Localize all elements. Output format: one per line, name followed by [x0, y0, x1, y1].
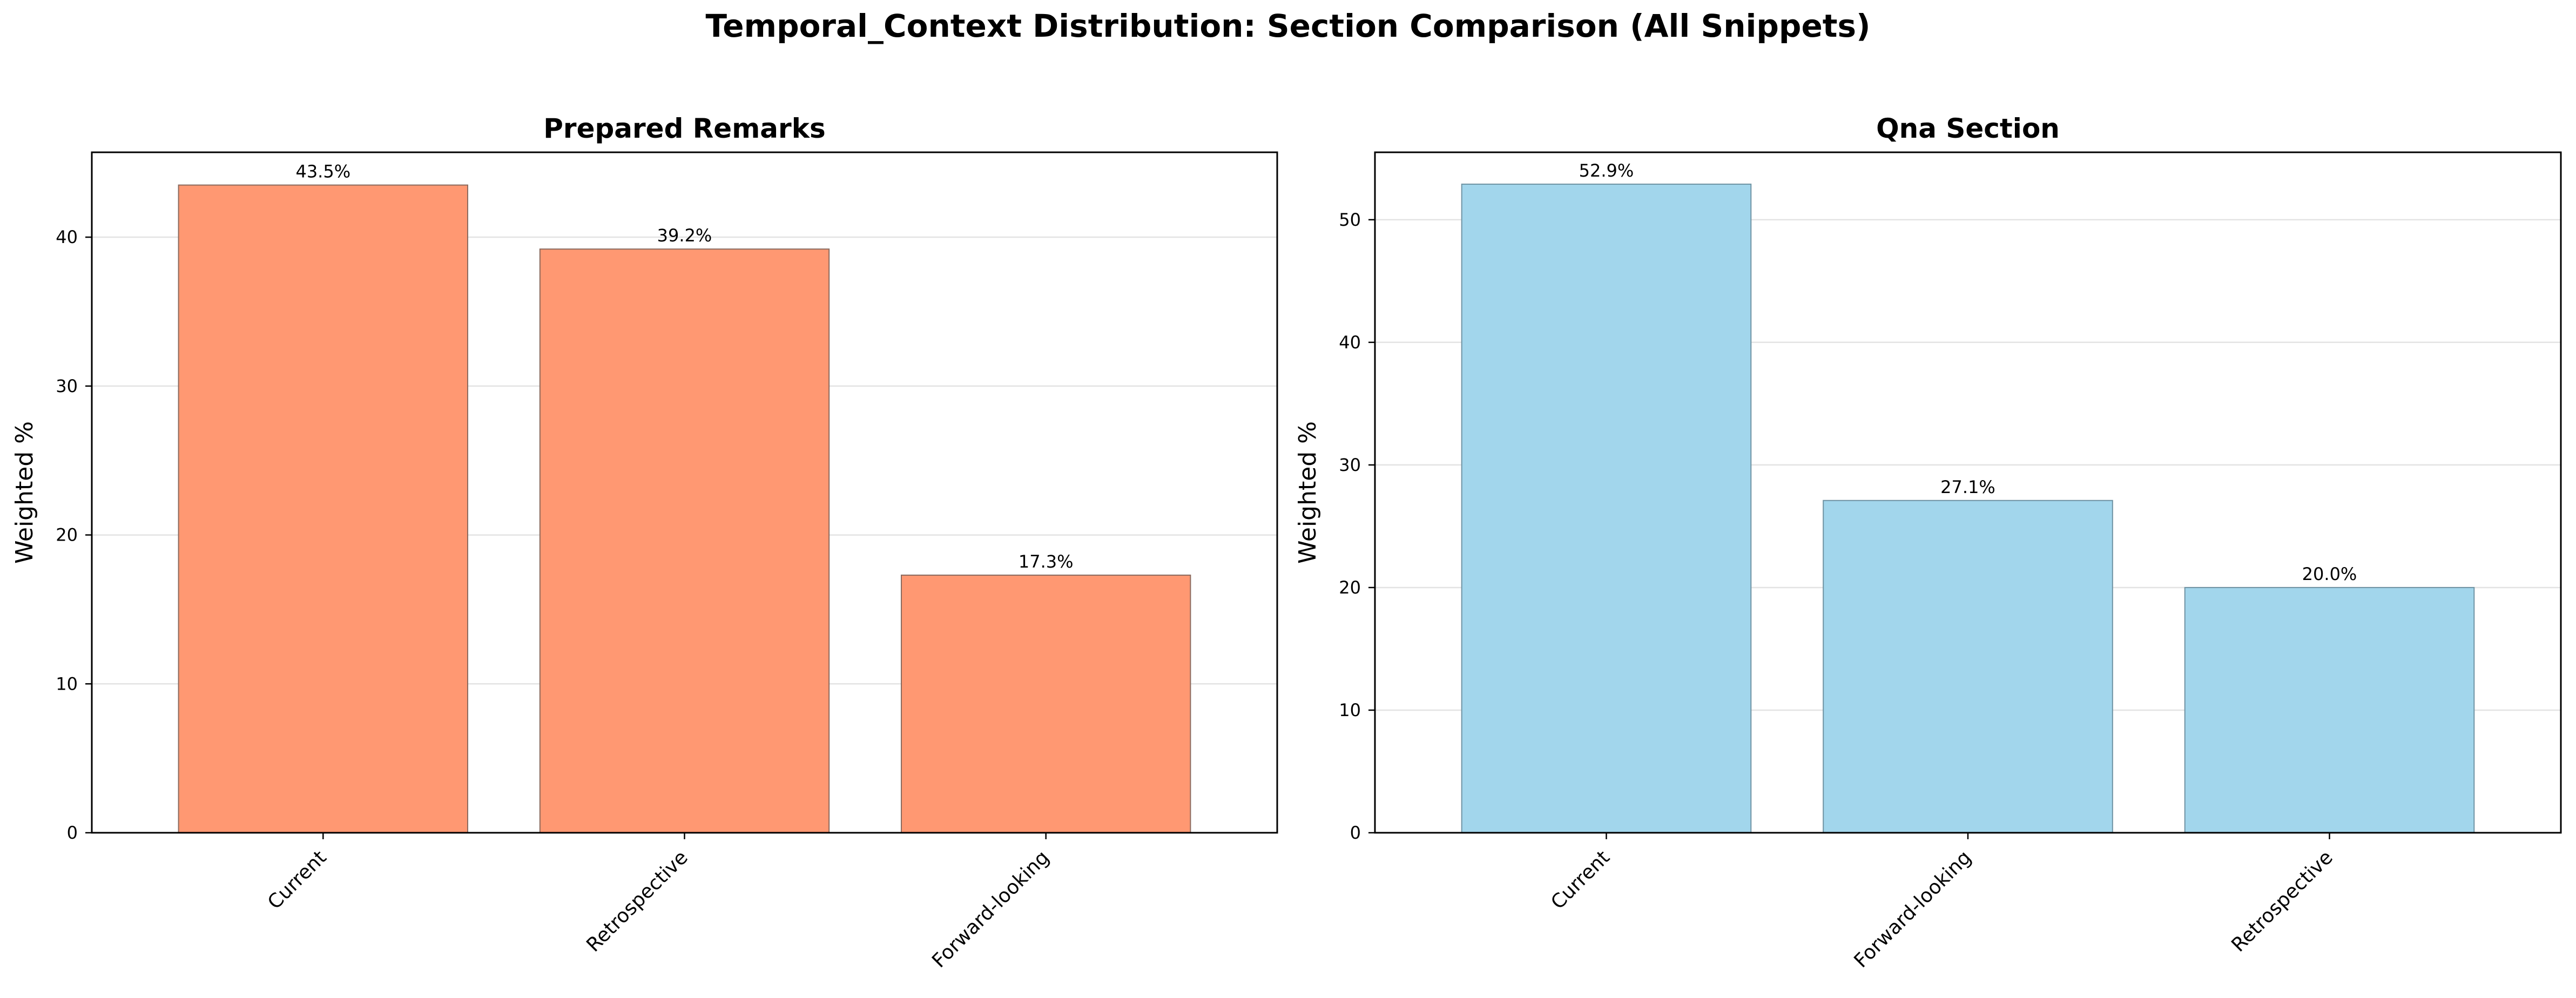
y-tick-label: 20 [56, 525, 78, 545]
figure-title: Temporal_Context Distribution: Section C… [705, 8, 1870, 44]
bar-current [1461, 184, 1752, 834]
bar-retrospective [2184, 586, 2475, 833]
bar-value-label: 52.9% [1579, 160, 1634, 181]
chart-title: Prepared Remarks [543, 113, 825, 144]
y-tick-label: 10 [56, 673, 78, 694]
y-tick-label: 0 [67, 822, 78, 843]
y-tick-label: 0 [1350, 822, 1361, 843]
bar-value-label: 43.5% [295, 161, 350, 182]
y-axis-label: Weighted % [1294, 421, 1321, 564]
bar-value-label: 27.1% [1940, 477, 1995, 497]
bar-value-label: 20.0% [2302, 564, 2357, 584]
bar-value-label: 17.3% [1019, 551, 1074, 572]
y-tick-label: 40 [56, 227, 78, 247]
bar-retrospective [539, 248, 830, 833]
bar-value-label: 39.2% [657, 225, 712, 246]
y-tick-label: 10 [1339, 700, 1361, 720]
bar-current [178, 184, 468, 833]
y-tick-label: 50 [1339, 210, 1361, 230]
bar-forward-looking [901, 575, 1191, 833]
y-tick-label: 40 [1339, 332, 1361, 353]
y-tick-label: 30 [56, 376, 78, 396]
y-tick-label: 30 [1339, 455, 1361, 475]
y-axis-label: Weighted % [11, 421, 38, 564]
y-tick-label: 20 [1339, 577, 1361, 598]
bar-forward-looking [1823, 500, 2113, 833]
chart-title: Qna Section [1876, 113, 2060, 144]
